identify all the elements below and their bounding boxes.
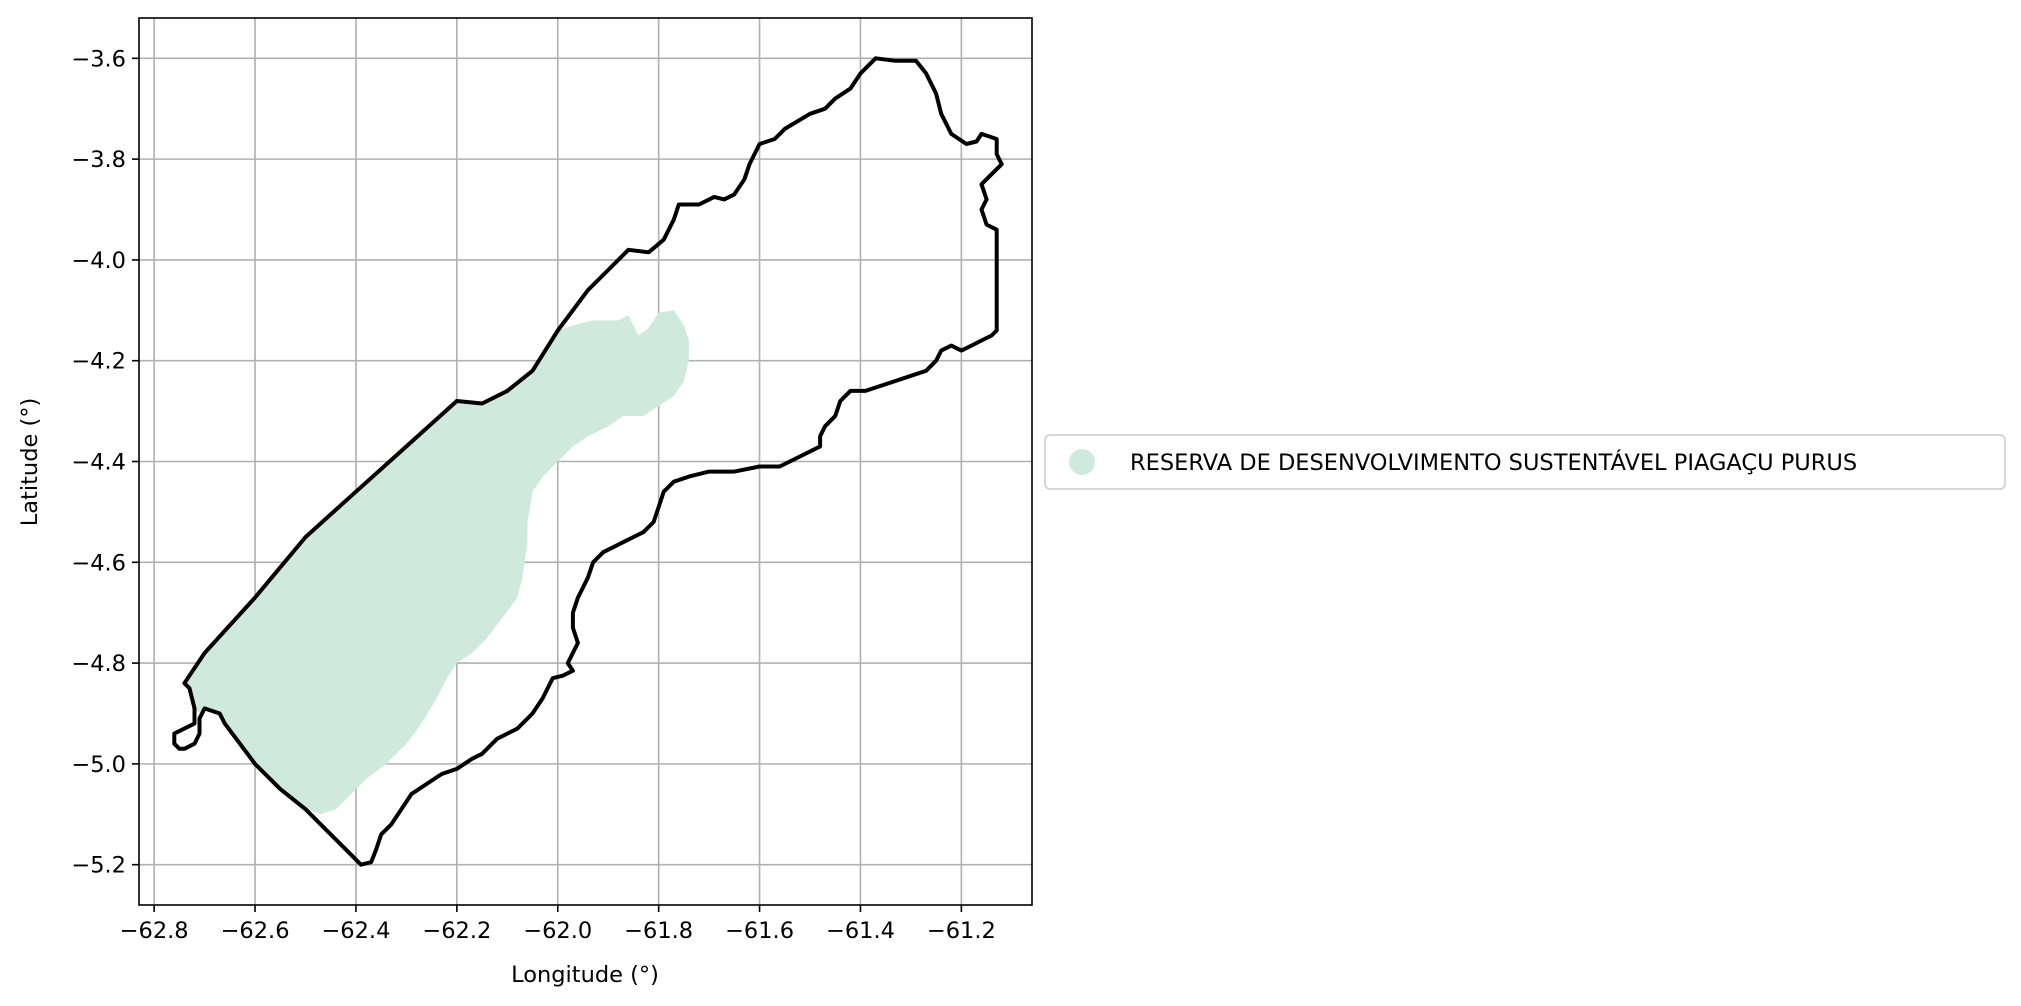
y-tick-label: −4.8 [71, 651, 126, 677]
x-tick-label: −61.4 [826, 918, 895, 944]
boundary-outline [172, 56, 1004, 867]
y-tick-label: −4.6 [71, 550, 126, 576]
y-tick-label: −4.2 [71, 349, 126, 375]
x-tick-label: −62.6 [221, 918, 290, 944]
x-tick-label: −62.4 [321, 918, 390, 944]
x-tick-label: −62.0 [523, 918, 592, 944]
legend-label: RESERVA DE DESENVOLVIMENTO SUSTENTÁVEL P… [1130, 448, 1857, 476]
y-axis-ticks: −3.6 −3.8 −4.0 −4.2 −4.4 −4.6 −4.8 −5.0 −5.2 [71, 46, 139, 879]
y-tick-label: −3.8 [71, 147, 126, 173]
reserve-area-polygon [184, 310, 689, 815]
y-tick-label: −3.6 [71, 46, 126, 72]
x-axis-ticks: −62.8 −62.6 −62.4 −62.2 −62.0 −61.8 −61.6 −61.4… [120, 905, 996, 944]
boundary-layer [172, 56, 1004, 867]
legend-marker [1069, 449, 1095, 475]
x-tick-label: −61.8 [624, 918, 693, 944]
x-tick-label: −61.6 [725, 918, 794, 944]
x-tick-label: −62.2 [422, 918, 491, 944]
y-axis-label: Latitude (°) [17, 398, 43, 527]
x-axis-label: Longitude (°) [511, 962, 659, 988]
legend-frame [1044, 434, 2006, 490]
y-tick-label: −4.0 [71, 248, 126, 274]
legend: RESERVA DE DESENVOLVIMENTO SUSTENTÁVEL P… [1044, 434, 2006, 490]
x-tick-label: −61.2 [927, 918, 996, 944]
y-tick-label: −5.2 [71, 853, 126, 879]
y-tick-label: −4.4 [71, 450, 126, 476]
grid-lines [139, 18, 1032, 905]
x-tick-label: −62.8 [120, 918, 189, 944]
region-layer [184, 310, 689, 815]
y-tick-label: −5.0 [71, 752, 126, 778]
plot-area [138, 17, 1033, 906]
